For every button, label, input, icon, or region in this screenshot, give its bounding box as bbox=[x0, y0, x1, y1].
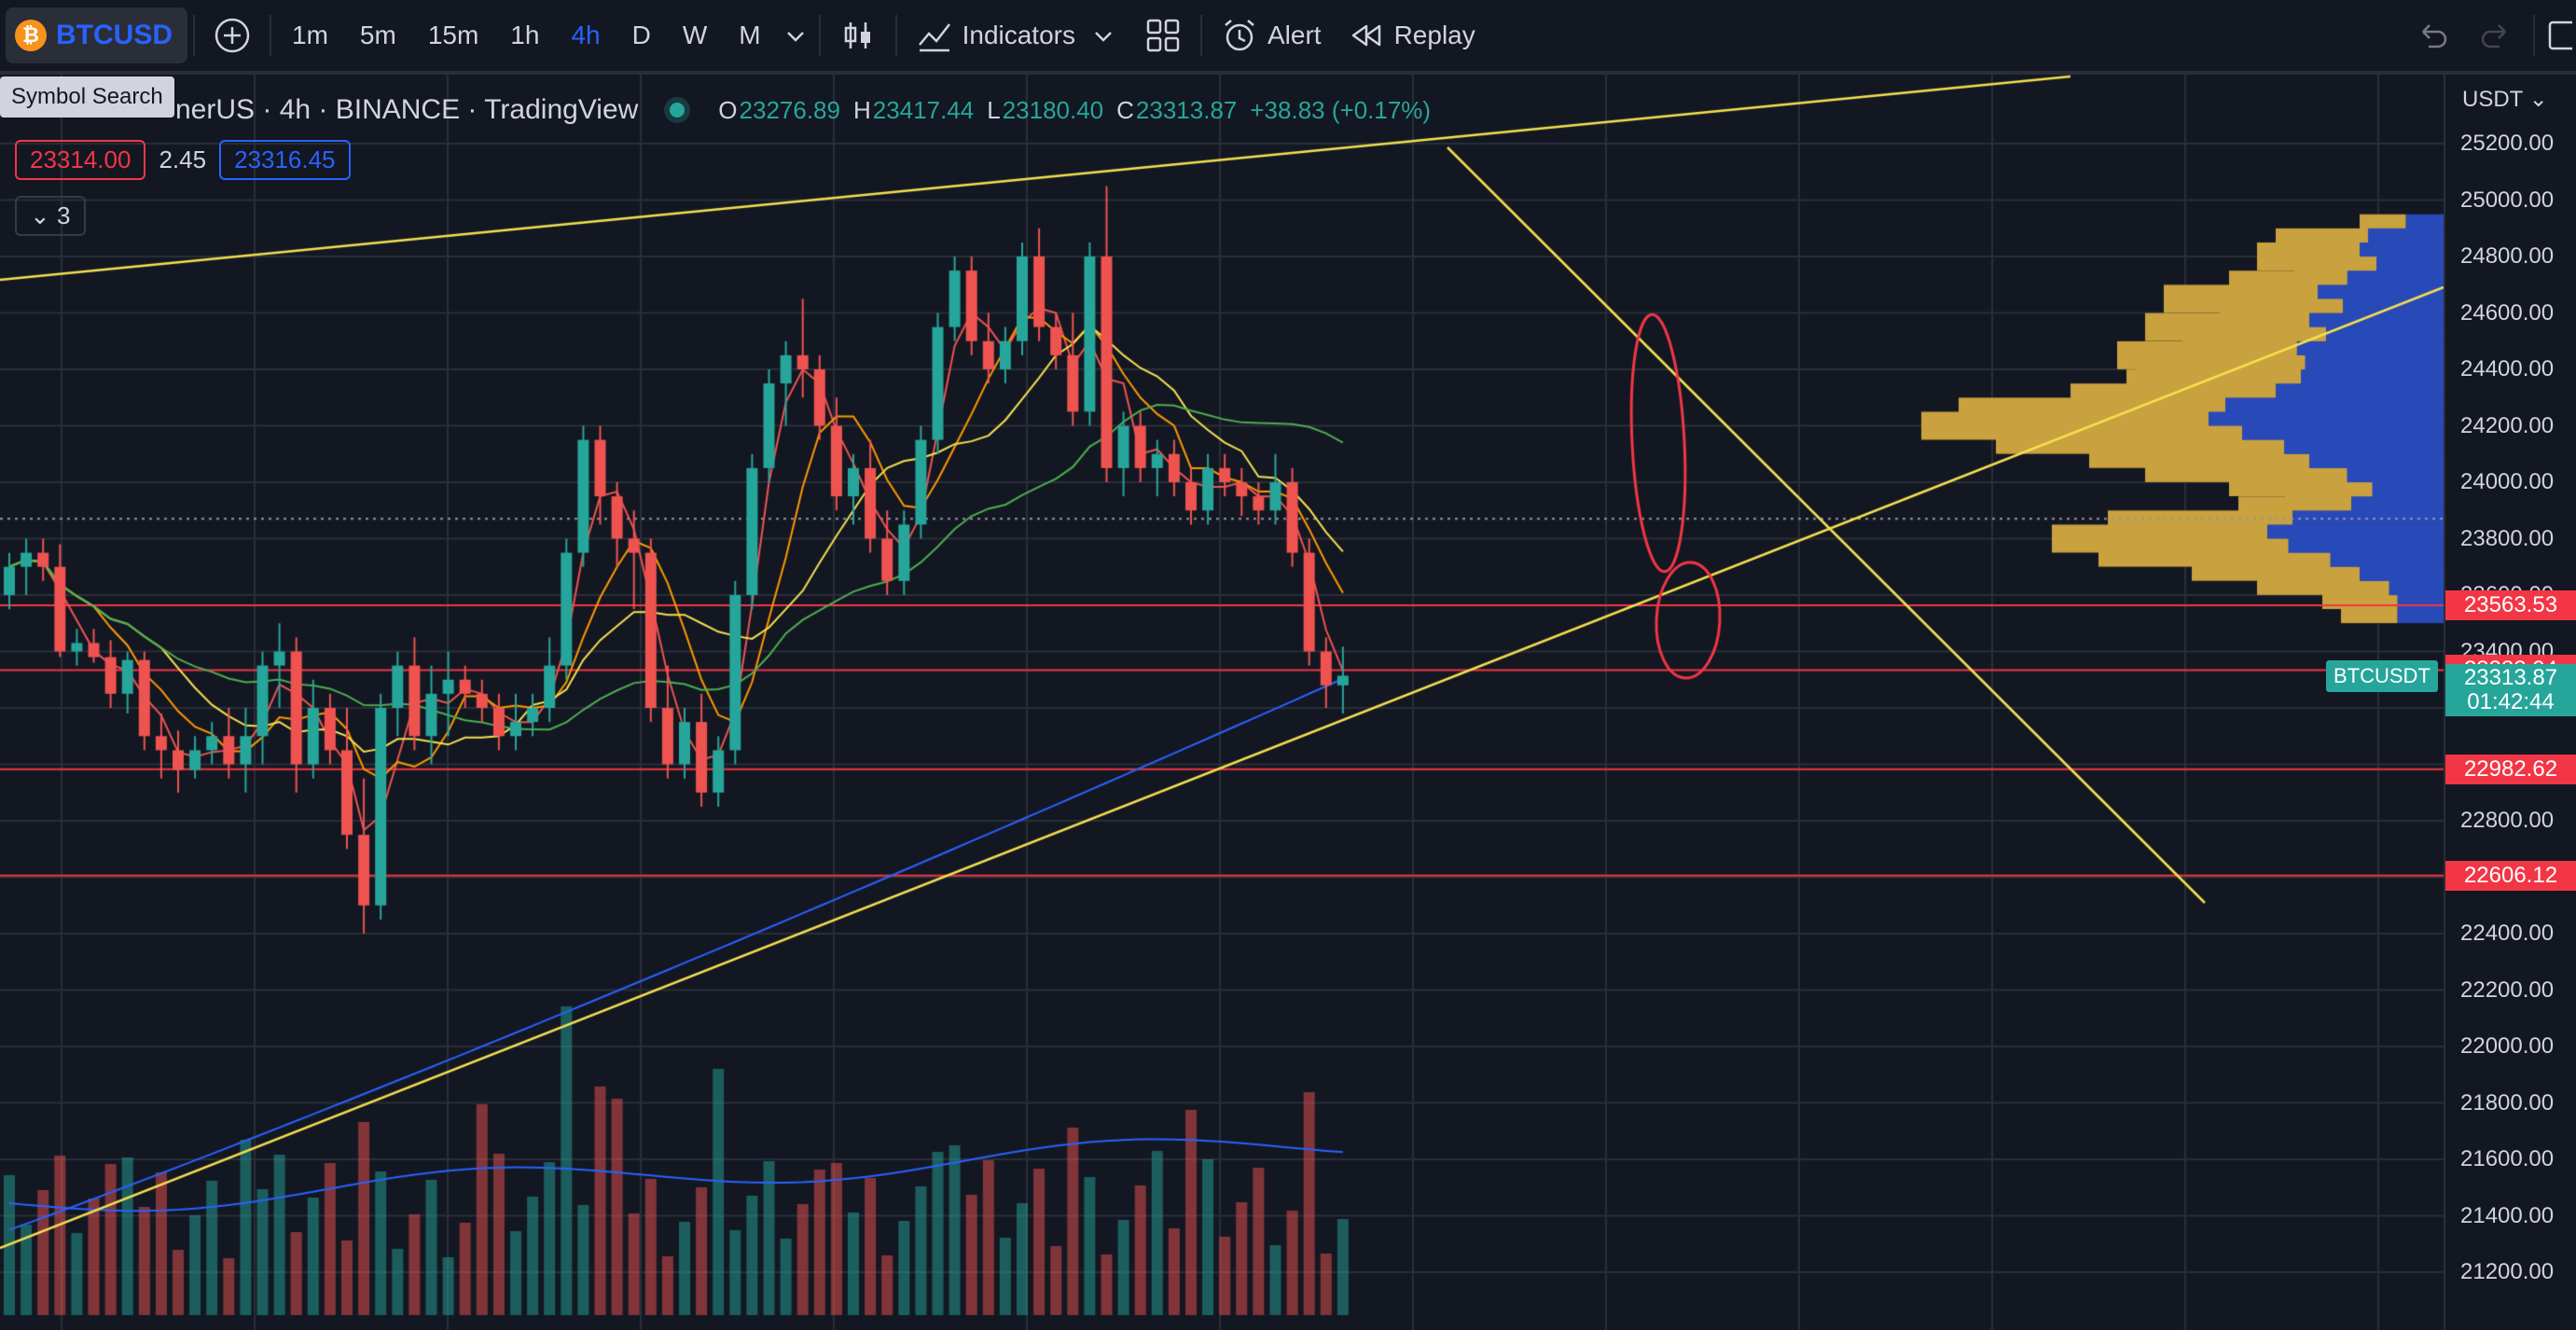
currency-label: USDT bbox=[2462, 87, 2523, 112]
indicators-button[interactable]: Indicators bbox=[903, 0, 1131, 71]
timeframe-group: 1m 5m 15m 1h 4h D W M bbox=[277, 0, 813, 71]
last-symbol-tag: BTCUSDT bbox=[2326, 660, 2438, 692]
indicator-count: 3 bbox=[57, 201, 71, 229]
timeframe-m[interactable]: M bbox=[739, 21, 761, 49]
timeframe-1m[interactable]: 1m bbox=[292, 21, 328, 49]
symbol-search-tooltip: Symbol Search bbox=[0, 76, 174, 118]
last-price-value: 23313.87 bbox=[2463, 665, 2558, 690]
timeframe-1h[interactable]: 1h bbox=[510, 21, 540, 49]
timeframe-5m[interactable]: 5m bbox=[359, 21, 396, 49]
market-status-indicator[interactable] bbox=[670, 103, 686, 118]
alert-button[interactable]: Alert bbox=[1208, 0, 1335, 71]
undo-icon bbox=[2422, 24, 2447, 48]
level-price-label: 22606.12 bbox=[2445, 860, 2576, 891]
bar-countdown: 01:42:44 bbox=[2467, 689, 2555, 714]
indicators-icon bbox=[918, 23, 950, 52]
axis-tick-label: 23800.00 bbox=[2460, 525, 2555, 551]
replay-label: Replay bbox=[1393, 21, 1475, 49]
timeframe-w[interactable]: W bbox=[682, 21, 708, 49]
spread-value: 2.45 bbox=[159, 145, 207, 173]
toolbar-divider bbox=[894, 15, 897, 56]
bitcoin-logo-icon: ₿ bbox=[15, 20, 47, 51]
chart-type-button[interactable] bbox=[826, 0, 890, 71]
close-label: C bbox=[1116, 95, 1134, 124]
symbol-label: BTCUSD bbox=[56, 20, 173, 50]
redo-icon bbox=[2481, 24, 2506, 48]
axis-tick-label: 24200.00 bbox=[2460, 412, 2555, 438]
toolbar-divider bbox=[1200, 15, 1202, 56]
indicators-label: Indicators bbox=[962, 21, 1075, 49]
timeframe-4h[interactable]: 4h bbox=[571, 21, 601, 49]
open-value: 23276.89 bbox=[739, 95, 840, 124]
low-label: L bbox=[987, 95, 1001, 124]
sell-button[interactable]: 23314.00 bbox=[15, 139, 146, 180]
last-price-label: 23313.87 01:42:44 bbox=[2445, 664, 2576, 716]
axis-tick-label: 24000.00 bbox=[2460, 469, 2555, 494]
toolbar-divider bbox=[2533, 15, 2535, 56]
axis-tick-label: 21200.00 bbox=[2460, 1259, 2555, 1284]
replay-button[interactable]: Replay bbox=[1335, 0, 1489, 71]
high-label: H bbox=[852, 95, 871, 124]
axis-tick-label: 24600.00 bbox=[2460, 299, 2555, 326]
close-value: 23313.87 bbox=[1135, 95, 1238, 124]
level-price-label: 22982.62 bbox=[2445, 754, 2576, 784]
currency-selector[interactable]: USDT ⌄ bbox=[2462, 87, 2548, 112]
axis-tick-label: 22800.00 bbox=[2460, 808, 2555, 833]
axis-tick-label: 21800.00 bbox=[2460, 1089, 2555, 1115]
undo-button[interactable] bbox=[2401, 0, 2464, 71]
redo-button[interactable] bbox=[2464, 0, 2528, 71]
candles-icon bbox=[844, 22, 870, 48]
chart-legend: nerUS · 4h · BINANCE · TradingView O 2327… bbox=[0, 90, 1442, 131]
chart-title[interactable]: nerUS · 4h · BINANCE · TradingView bbox=[175, 94, 639, 125]
plus-circle-icon bbox=[215, 18, 250, 53]
axis-tick-label: 25200.00 bbox=[2460, 131, 2555, 156]
chevron-down-icon[interactable] bbox=[782, 21, 810, 49]
rewind-icon bbox=[1351, 24, 1380, 47]
toolbar-divider bbox=[818, 15, 821, 56]
axis-tick-label: 21400.00 bbox=[2460, 1202, 2555, 1228]
axis-tick-label: 21600.00 bbox=[2460, 1146, 2555, 1171]
alert-label: Alert bbox=[1267, 21, 1322, 49]
toolbar-divider bbox=[193, 15, 195, 56]
layout-button[interactable] bbox=[1131, 0, 1195, 71]
grid-layout-icon bbox=[1146, 19, 1180, 52]
window-icon bbox=[2548, 21, 2572, 50]
timeframe-d[interactable]: D bbox=[631, 21, 651, 49]
order-panel: 23314.00 2.45 23316.45 bbox=[15, 138, 351, 181]
axis-tick-label: 22200.00 bbox=[2460, 977, 2555, 1003]
low-value: 23180.40 bbox=[1002, 95, 1104, 124]
open-label: O bbox=[718, 95, 738, 124]
axis-tick-label: 24400.00 bbox=[2460, 356, 2555, 381]
alarm-clock-icon bbox=[1225, 20, 1254, 51]
toolbar-divider bbox=[270, 15, 271, 56]
top-toolbar: ₿ BTCUSD 1m 5m 15m 1h 4h D W M Indicator… bbox=[0, 0, 2576, 75]
change-value: +38.83 (+0.17%) bbox=[1250, 95, 1432, 124]
axis-tick-label: 24800.00 bbox=[2460, 243, 2555, 269]
compare-add-button[interactable] bbox=[201, 0, 264, 71]
level-price-label: 23563.53 bbox=[2445, 590, 2576, 621]
axis-tick-label: 22400.00 bbox=[2460, 921, 2555, 946]
timeframe-15m[interactable]: 15m bbox=[427, 21, 479, 49]
symbol-search-button[interactable]: ₿ BTCUSD bbox=[6, 7, 187, 63]
buy-button[interactable]: 23316.45 bbox=[219, 139, 351, 180]
chevron-down-icon: ⌄ bbox=[30, 201, 50, 229]
axis-tick-label: 25000.00 bbox=[2460, 187, 2555, 213]
axis-tick-label: 22000.00 bbox=[2460, 1033, 2555, 1059]
chevron-down-icon[interactable] bbox=[1085, 21, 1118, 49]
indicators-collapse-button[interactable]: ⌄ 3 bbox=[15, 196, 86, 236]
fullscreen-button[interactable] bbox=[2541, 0, 2576, 71]
high-value: 23417.44 bbox=[872, 95, 975, 124]
ohlc-values: O 23276.89 H 23417.44 L 23180.40 C 23313.87 … bbox=[718, 96, 1442, 125]
